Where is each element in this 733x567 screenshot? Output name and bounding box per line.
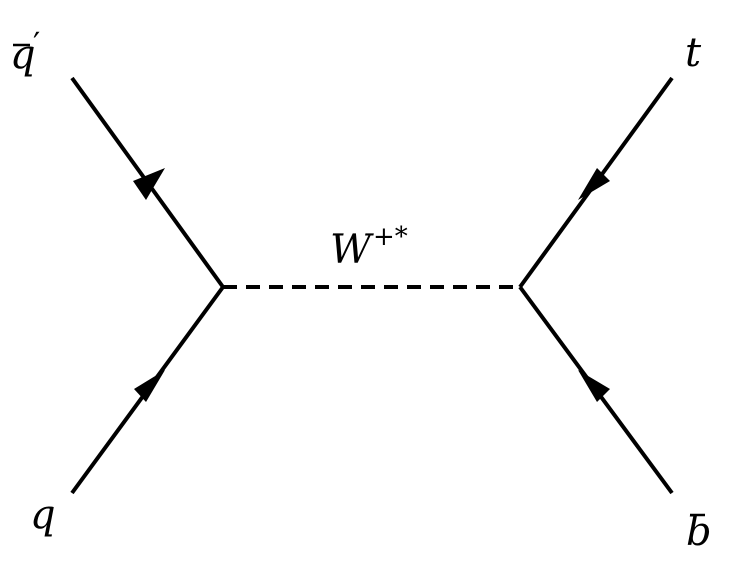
w-superscript: +* [373, 222, 408, 252]
bbar-arrow-icon [578, 370, 610, 402]
w-label: W [330, 227, 374, 273]
prime-mark: ′ [33, 25, 40, 63]
qbar-prime-label: q [10, 32, 36, 78]
quark-label: q [30, 492, 56, 538]
quark-arrow-icon [134, 370, 165, 402]
antiquark-arrow-icon [133, 168, 165, 200]
bbar-label: b [686, 509, 712, 555]
top-label: t [685, 30, 702, 76]
